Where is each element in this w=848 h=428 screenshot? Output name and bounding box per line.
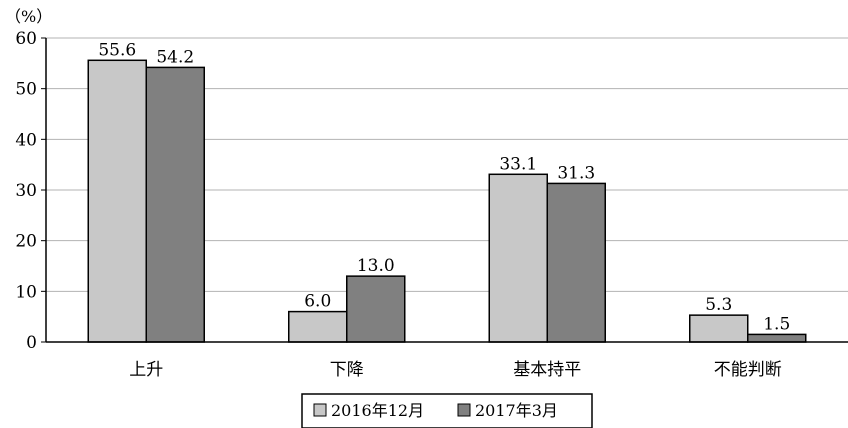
y-tick-label: 0	[26, 333, 37, 353]
value-label: 31.3	[557, 163, 595, 183]
y-axis-ticks: 0 10 20 30 40 50 60	[15, 29, 46, 353]
bar-2016-12	[288, 310, 348, 343]
bars	[87, 59, 807, 343]
x-tick-label: 基本持平	[513, 360, 581, 380]
value-label: 55.6	[98, 40, 136, 60]
bar-2016-12	[689, 314, 749, 343]
y-tick-label: 60	[15, 29, 37, 49]
bar-2017-03	[747, 333, 807, 343]
legend-swatch	[313, 403, 327, 417]
axes	[45, 38, 848, 343]
legend-swatch	[457, 403, 471, 417]
bar-2017-03	[346, 275, 406, 343]
x-tick-label: 不能判断	[714, 360, 782, 380]
value-label: 54.2	[156, 47, 194, 67]
value-label: 5.3	[705, 295, 732, 315]
x-tick-label: 下降	[330, 360, 364, 380]
y-tick-label: 10	[15, 282, 37, 302]
value-label: 1.5	[763, 314, 790, 334]
y-tick-label: 40	[15, 130, 37, 150]
legend-box	[301, 393, 593, 428]
value-labels: 55.6 6.0 33.1 5.3 54.2 13.0 31.3 1.5	[98, 40, 790, 334]
y-tick-label: 20	[15, 232, 37, 252]
y-tick-label: 50	[15, 80, 37, 100]
legend-label: 2017年3月	[475, 401, 558, 420]
value-label: 6.0	[304, 292, 331, 312]
x-tick-label: 上升	[129, 360, 163, 380]
value-label: 33.1	[499, 154, 537, 174]
y-tick-label: 30	[15, 181, 37, 201]
value-label: 13.0	[357, 256, 395, 276]
bar-2016-12	[488, 173, 548, 343]
bar-2016-12	[87, 59, 147, 343]
legend: 2016年12月 2017年3月	[301, 393, 593, 428]
bar-2017-03	[546, 182, 606, 343]
bar-2017-03	[145, 66, 205, 343]
legend-label: 2016年12月	[331, 401, 424, 420]
y-axis-unit-label: （%）	[5, 7, 52, 26]
x-axis-ticks: 上升 下降 基本持平 不能判断	[129, 360, 782, 380]
